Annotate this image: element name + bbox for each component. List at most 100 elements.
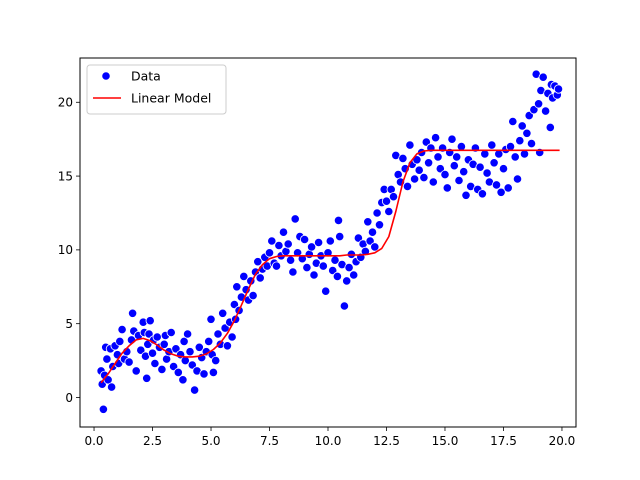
data-point — [290, 214, 300, 224]
data-point — [206, 314, 216, 324]
data-point — [491, 180, 502, 190]
data-point — [515, 136, 525, 146]
data-point — [372, 208, 382, 218]
data-point — [117, 324, 127, 335]
data-point — [285, 255, 296, 265]
data-point — [423, 158, 434, 168]
data-point — [333, 215, 344, 225]
data-point — [477, 189, 487, 199]
data-point — [553, 84, 564, 94]
data-point — [204, 336, 214, 346]
data-point — [227, 332, 237, 342]
x-axis: 0.0 2.5 5.0 7.5 10.0 12.5 15.0 17.5 20.0 — [84, 427, 575, 448]
data-point — [147, 348, 158, 358]
data-point — [208, 367, 218, 377]
data-point — [173, 367, 183, 377]
data-point — [248, 290, 258, 301]
y-tick-label: 20 — [58, 96, 73, 110]
data-point — [503, 183, 513, 193]
data-point — [414, 165, 424, 175]
data-point — [239, 271, 249, 281]
legend-box — [86, 64, 227, 115]
legend-data-label: Data — [131, 69, 161, 84]
data-point — [459, 167, 469, 177]
x-tick-label: 0.0 — [84, 434, 103, 448]
data-point — [166, 327, 176, 338]
data-point — [178, 375, 188, 385]
data-point — [430, 133, 441, 143]
data-point — [267, 236, 277, 246]
data-point — [433, 152, 443, 162]
data-point — [232, 282, 242, 292]
data-point — [402, 181, 413, 191]
x-tick-label: 10.0 — [315, 434, 342, 448]
data-point — [370, 242, 380, 252]
data-point — [213, 329, 223, 339]
data-point — [313, 237, 324, 248]
data-point — [538, 72, 548, 82]
data-point — [302, 262, 312, 273]
data-point — [332, 271, 342, 281]
y-tick-label: 10 — [58, 243, 73, 257]
data-point — [533, 99, 544, 109]
data-point — [328, 265, 338, 276]
data-point — [344, 262, 354, 273]
data-point — [363, 217, 373, 227]
data-point — [187, 360, 197, 370]
data-point — [124, 357, 134, 367]
scatter-points — [96, 69, 564, 414]
data-point — [524, 111, 534, 121]
data-point — [185, 347, 195, 357]
data-point — [102, 354, 112, 364]
data-point — [306, 242, 317, 252]
x-tick-label: 7.5 — [260, 434, 279, 448]
y-tick-label: 15 — [58, 169, 73, 183]
data-point — [142, 373, 152, 383]
x-tick-label: 20.0 — [549, 434, 576, 448]
x-tick-label: 17.5 — [490, 434, 517, 448]
legend-line-label: Linear Model — [131, 91, 211, 106]
data-point — [529, 105, 539, 115]
data-point — [449, 161, 459, 171]
data-point — [115, 336, 125, 346]
data-point — [452, 152, 462, 162]
data-point — [131, 366, 141, 376]
data-point — [398, 153, 408, 163]
data-point — [512, 174, 523, 184]
data-point — [461, 190, 471, 200]
data-point — [218, 308, 228, 318]
data-point — [274, 240, 284, 251]
data-point — [489, 158, 499, 168]
data-point — [365, 236, 375, 246]
data-point — [522, 128, 532, 138]
data-point — [157, 364, 167, 374]
data-point — [349, 270, 359, 280]
y-tick-label: 5 — [65, 317, 73, 331]
data-point — [496, 187, 506, 197]
legend: Data Linear Model — [86, 64, 227, 115]
data-point — [510, 152, 520, 162]
data-point — [211, 355, 221, 366]
x-tick-label: 12.5 — [373, 434, 400, 448]
data-point — [253, 257, 263, 267]
data-point — [278, 227, 289, 237]
data-point — [335, 232, 345, 242]
data-point — [454, 175, 464, 186]
data-point — [381, 196, 392, 206]
y-tick-label: 0 — [65, 391, 73, 405]
data-point — [144, 329, 154, 339]
data-point — [498, 164, 509, 174]
data-point — [339, 301, 349, 311]
y-axis: 0 5 10 15 20 — [58, 96, 80, 405]
data-point — [171, 344, 181, 354]
data-point — [428, 177, 438, 187]
data-point — [323, 248, 333, 258]
data-point — [342, 276, 352, 286]
data-point — [409, 174, 420, 184]
data-point — [487, 140, 497, 150]
data-point — [264, 248, 275, 258]
data-point — [283, 239, 293, 249]
data-point — [435, 164, 445, 174]
data-point — [271, 261, 282, 271]
